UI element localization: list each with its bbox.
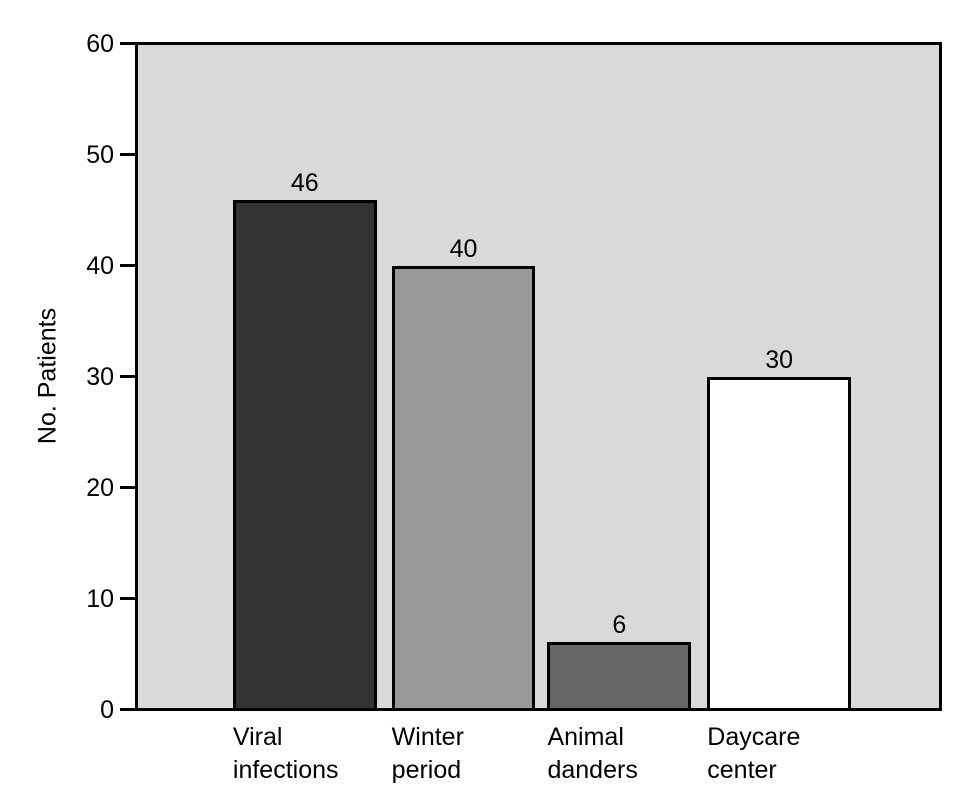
x-axis-category-label: Viral infections <box>232 723 339 784</box>
y-axis-tick-label: 0 <box>100 695 114 724</box>
y-axis-tick-mark <box>120 264 136 267</box>
y-axis-tick-mark <box>120 597 136 600</box>
y-axis-tick-mark <box>120 42 136 45</box>
bar-winter-period: 40 <box>391 237 536 708</box>
bar-daycare-center: 30 <box>707 347 852 708</box>
bar-value-label: 30 <box>765 345 794 374</box>
y-axis-tick-label: 10 <box>86 584 114 613</box>
y-axis-tick-mark <box>120 153 136 156</box>
y-axis-tick-mark <box>120 708 136 711</box>
bar-value-label: 46 <box>290 168 319 197</box>
bar-value-label: 6 <box>612 610 627 639</box>
x-axis-category-label: Winter period <box>391 723 464 784</box>
x-axis-category-label: Animal danders <box>547 723 638 784</box>
x-axis-category-label: Daycare center <box>707 723 801 784</box>
bar-animal-danders: 6 <box>547 612 692 708</box>
y-axis-tick-mark <box>120 375 136 378</box>
y-axis-tick-label: 50 <box>86 140 114 169</box>
y-axis-tick-mark <box>120 486 136 489</box>
y-axis-tick-label: 60 <box>86 29 114 58</box>
bar-viral-infections: 46 <box>232 170 377 708</box>
y-axis-tick-label: 30 <box>86 362 114 391</box>
y-axis-tick-label: 40 <box>86 251 114 280</box>
bar-value-label: 40 <box>449 235 478 263</box>
plot-area: 46 40 6 30 <box>135 42 942 711</box>
y-axis-tick-label: 20 <box>86 473 114 502</box>
